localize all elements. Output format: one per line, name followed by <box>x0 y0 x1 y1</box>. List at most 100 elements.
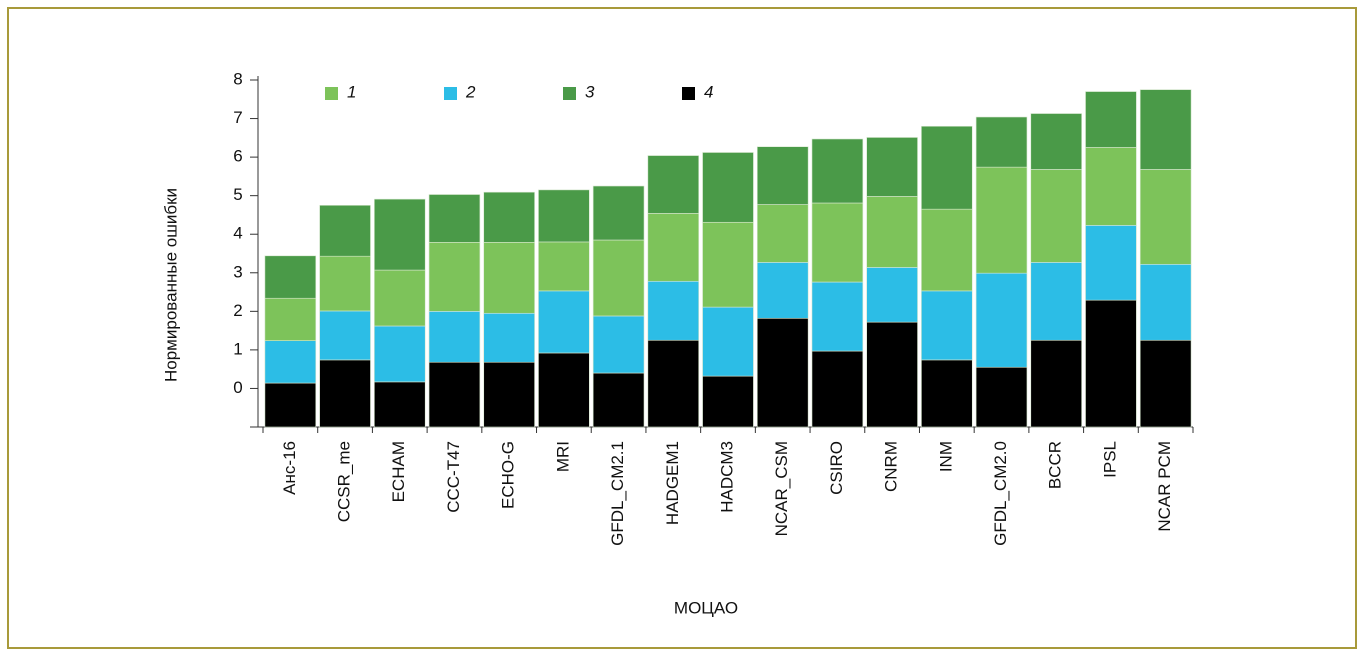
bar-segment <box>1139 263 1192 341</box>
y-tick-label: 5 <box>233 185 242 204</box>
bar-segment <box>702 375 754 428</box>
bar-segment <box>428 311 481 363</box>
bar-segment <box>1139 339 1192 428</box>
bar-segment <box>483 191 535 243</box>
bar-segment <box>428 194 481 243</box>
x-tick-label: GFDL_CM2.1 <box>608 441 627 546</box>
y-tick-label: 4 <box>233 224 242 243</box>
legend-swatch <box>682 87 695 100</box>
bar-segment <box>811 138 864 204</box>
bar-segment <box>1030 169 1082 263</box>
x-tick-label: CSIRO <box>827 441 846 495</box>
x-tick-label: NCAR_CSM <box>772 441 791 536</box>
x-tick-label: INM <box>936 441 955 472</box>
bar-segment <box>975 366 1028 428</box>
bar-segment <box>483 242 535 314</box>
y-tick-label: 0 <box>233 378 242 397</box>
bar-segment <box>264 382 317 428</box>
x-tick-label: ECHAM <box>389 441 408 502</box>
y-tick-label: 3 <box>233 262 242 281</box>
bar-segment <box>811 202 864 283</box>
bar-segment <box>592 185 645 241</box>
bar-segment <box>1085 147 1137 226</box>
legend-label: 4 <box>704 82 713 101</box>
x-tick-label: Анс-16 <box>280 441 299 495</box>
x-tick-label: GFDL_CM2.0 <box>991 441 1010 546</box>
bar-segment <box>647 213 700 282</box>
bar-segment <box>866 321 918 428</box>
bar-segment <box>921 290 973 361</box>
bar-segment <box>702 306 754 377</box>
y-axis-label: Нормированные ошибки <box>161 188 180 382</box>
bar-segment <box>1085 299 1137 428</box>
x-tick-label: ECHO-G <box>499 441 518 509</box>
bar-segment <box>756 262 809 319</box>
bar-segment <box>1030 113 1082 170</box>
bar-segment <box>374 198 426 271</box>
bar-segment <box>319 359 371 428</box>
x-tick-label: CNRM <box>882 441 901 492</box>
y-tick-label: 8 <box>233 69 242 88</box>
x-tick-label: BCCR <box>1046 441 1065 489</box>
bar-segment <box>374 325 426 383</box>
bar-segment <box>483 312 535 363</box>
bar-segment <box>756 317 809 428</box>
bar-segment <box>866 137 918 197</box>
x-tick-label: MRI <box>553 441 572 472</box>
y-tick-label: 1 <box>233 339 242 358</box>
y-tick-label: 7 <box>233 108 242 127</box>
bar-segment <box>483 361 535 428</box>
bar-segment <box>975 272 1028 368</box>
bar-segment <box>592 239 645 317</box>
legend-swatch <box>325 87 338 100</box>
bar-segment <box>866 267 918 323</box>
bar-segment <box>428 361 481 428</box>
bar-segment <box>647 280 700 341</box>
bar-segment <box>264 340 317 384</box>
bar-segment <box>1030 339 1082 428</box>
bar-segment <box>756 146 809 205</box>
y-tick-label: 2 <box>233 301 242 320</box>
bar-segment <box>592 372 645 428</box>
bar-segment <box>1139 89 1192 170</box>
legend-label: 1 <box>347 82 356 101</box>
bar-segment <box>702 152 754 223</box>
x-tick-label: CCSR_me <box>335 441 354 522</box>
bar-segment <box>811 350 864 428</box>
bar-segment <box>1139 169 1192 265</box>
x-tick-label: IPSL <box>1100 441 1119 478</box>
bar-segment <box>1085 225 1137 301</box>
bar-segment <box>264 297 317 341</box>
bar-segment <box>319 205 371 257</box>
bar-segment <box>1030 262 1082 341</box>
x-tick-label: HADGEM1 <box>663 441 682 525</box>
bar-segment <box>538 241 590 292</box>
legend-swatch <box>563 87 576 100</box>
bar-segment <box>538 290 590 354</box>
legend-label: 2 <box>465 82 476 101</box>
x-axis-label: МОЦАО <box>674 598 738 617</box>
bar-segment <box>756 204 809 263</box>
bar-segment <box>921 359 973 428</box>
bar-segment <box>647 339 700 428</box>
bar-segment <box>538 352 590 428</box>
bar-segment <box>319 255 371 312</box>
x-tick-label: NCAR PCM <box>1155 441 1174 532</box>
bar-segment <box>975 166 1028 274</box>
bar-segment <box>428 242 481 312</box>
bar-segment <box>647 155 700 214</box>
legend-swatch <box>444 87 457 100</box>
bar-segment <box>374 381 426 428</box>
legend-label: 3 <box>585 82 595 101</box>
bar-segment <box>866 196 918 268</box>
bar-segment <box>538 189 590 243</box>
bar-segment <box>264 255 317 299</box>
bar-segment <box>811 281 864 352</box>
bar-segment <box>975 116 1028 168</box>
bar-segment <box>702 221 754 308</box>
y-tick-label: 6 <box>233 147 242 166</box>
x-tick-label: HADCM3 <box>717 441 736 513</box>
bar-segment <box>1085 91 1137 148</box>
